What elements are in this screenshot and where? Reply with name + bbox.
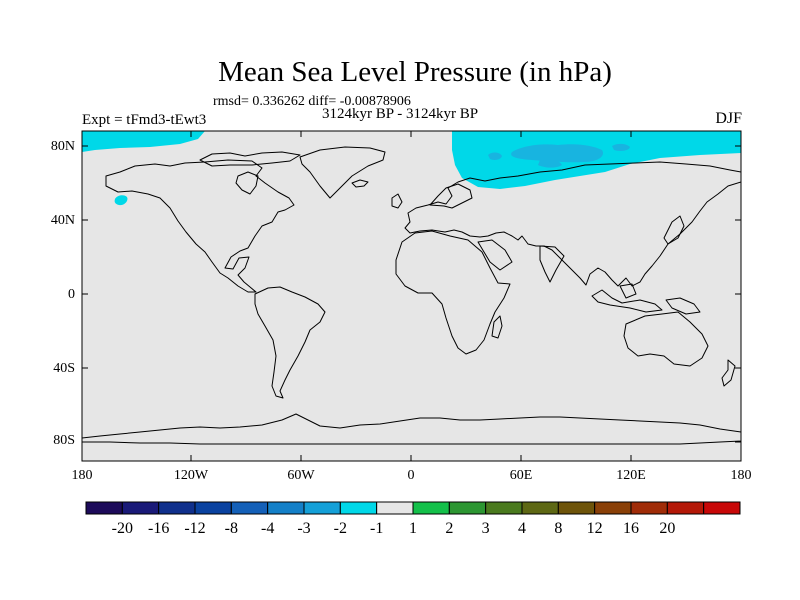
season-label: DJF	[715, 110, 742, 127]
coast-indonesia	[591, 289, 663, 313]
map-background	[82, 131, 741, 461]
coast-greenland	[299, 146, 386, 199]
coast-europe-asia	[404, 161, 741, 287]
colorbar-swatch-5	[267, 501, 305, 515]
lon-label-120e: 120E	[616, 468, 646, 483]
anomaly-region-arctic-west	[82, 131, 205, 152]
colorbar-label: -4	[260, 520, 275, 537]
colorbar-label: 1	[409, 520, 417, 537]
rmsd-diff-stats: rmsd= 0.336262 diff= -0.00878906	[213, 94, 411, 109]
colorbar-swatch-6	[303, 501, 341, 515]
colorbar-swatch-1	[121, 501, 160, 515]
colorbar-label: -3	[297, 520, 311, 537]
colorbar-swatch-4	[230, 501, 269, 515]
coast-arabia	[477, 239, 513, 271]
lat-label-40n: 40N	[50, 213, 75, 228]
colorbar-swatch-16	[666, 501, 705, 515]
lat-label-0: 0	[68, 287, 75, 302]
colorbar-label: 2	[445, 520, 454, 537]
coast-british-isles	[391, 193, 403, 209]
lon-label-180w: 180	[71, 468, 93, 483]
colorbar-swatch-14	[594, 501, 632, 515]
lon-label-120w: 120W	[173, 468, 209, 483]
anomaly-region-pacific-spot	[114, 195, 128, 206]
colorbar-swatch-2	[158, 501, 196, 515]
coast-india	[539, 245, 565, 283]
colorbar	[85, 501, 741, 515]
colorbar-swatch-10	[448, 501, 487, 515]
anomaly-region-barents-kara	[511, 144, 604, 163]
anomaly-region-eurasia-north	[538, 159, 562, 168]
colorbar-label: 16	[623, 520, 639, 537]
coast-madagascar	[491, 315, 503, 339]
lon-label-180e: 180	[730, 468, 752, 483]
coast-scandinavia	[429, 183, 473, 209]
colorbar-swatch-9	[412, 501, 450, 515]
lat-label-40s: 40S	[53, 361, 75, 376]
colorbar-swatch-13	[557, 501, 596, 515]
colorbar-label: -2	[333, 520, 347, 537]
period-label: 3124kyr BP - 3124kyr BP	[322, 106, 479, 122]
colorbar-swatch-15	[630, 501, 668, 515]
lat-label-80s: 80S	[53, 433, 75, 448]
coast-hudson-bay	[235, 171, 259, 195]
experiment-label: Expt = tFmd3-tEwt3	[82, 112, 207, 128]
colorbar-swatch-0	[85, 501, 123, 515]
colorbar-label: 8	[554, 520, 563, 537]
lon-label-0: 0	[407, 468, 415, 483]
colorbar-swatch-8	[376, 501, 414, 515]
colorbar-label: 20	[659, 520, 676, 537]
coast-new-zealand	[721, 359, 736, 387]
colorbar-label: -8	[224, 520, 238, 537]
colorbar-label: -12	[184, 520, 206, 537]
coastlines	[82, 146, 741, 445]
colorbar-label: -20	[111, 520, 133, 537]
plot-title: Mean Sea Level Pressure (in hPa)	[218, 56, 612, 88]
lon-label-60w: 60W	[287, 468, 315, 483]
lon-label-60e: 60E	[509, 468, 533, 483]
coast-japan	[663, 215, 685, 245]
colorbar-swatch-11	[485, 501, 523, 515]
colorbar-label: -16	[147, 520, 170, 537]
coast-borneo	[619, 283, 637, 299]
coast-arctic-islands	[199, 151, 301, 167]
colorbar-swatch-3	[194, 501, 232, 515]
colorbar-label: 3	[481, 520, 490, 537]
colorbar-swatch-7	[339, 501, 378, 515]
lat-label-80n: 80N	[50, 139, 75, 154]
colorbar-swatch-17	[703, 501, 741, 515]
coast-australia	[623, 311, 709, 367]
anomaly-region-east-siberian	[612, 143, 630, 151]
colorbar-label: 4	[518, 520, 526, 537]
coast-africa	[395, 230, 511, 355]
coast-south-america	[254, 286, 326, 399]
colorbar-swatch-12	[521, 501, 559, 515]
colorbar-label: 12	[586, 520, 603, 537]
coast-north-america	[105, 159, 295, 293]
coast-iceland	[351, 179, 369, 188]
axis-ticks	[82, 131, 741, 461]
coast-antarctica	[82, 413, 741, 445]
colorbar-label: -1	[369, 520, 384, 537]
coast-new-guinea	[665, 297, 701, 315]
anomaly-region-svalbard	[488, 152, 502, 160]
